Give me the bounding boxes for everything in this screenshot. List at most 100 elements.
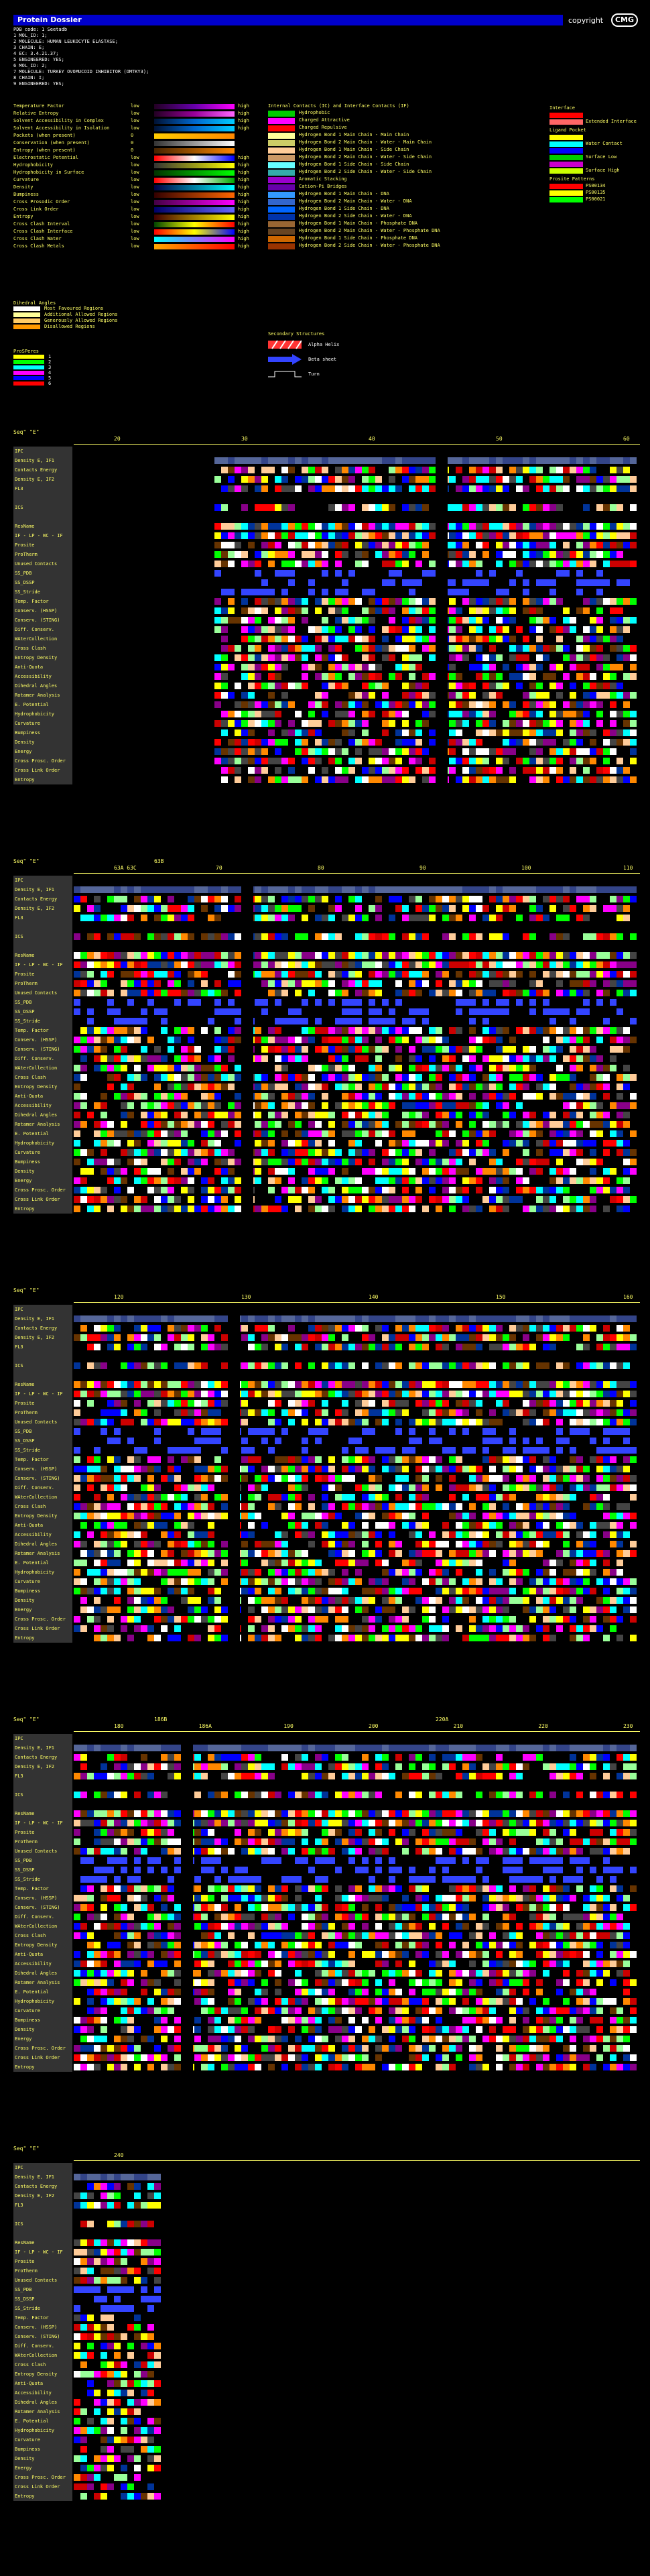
residue-cell[interactable] xyxy=(315,1055,322,1062)
residue-cell[interactable] xyxy=(536,1046,543,1053)
residue-cell[interactable] xyxy=(503,607,509,614)
residue-cell[interactable] xyxy=(181,1102,188,1109)
residue-cell[interactable] xyxy=(302,673,308,680)
residue-cell[interactable] xyxy=(281,589,288,595)
residue-cell[interactable] xyxy=(261,1055,268,1062)
residue-cell[interactable] xyxy=(436,905,442,912)
residue-cell[interactable] xyxy=(476,514,482,520)
residue-cell[interactable] xyxy=(288,504,295,511)
residue-cell[interactable] xyxy=(456,467,462,473)
residue-cell[interactable] xyxy=(295,532,302,539)
residue-cell[interactable] xyxy=(429,504,436,511)
residue-cell[interactable] xyxy=(449,514,456,520)
residue-cell[interactable] xyxy=(523,905,529,912)
residue-cell[interactable] xyxy=(549,589,556,595)
residue-cell[interactable] xyxy=(248,570,255,577)
residue-cell[interactable] xyxy=(114,999,121,1006)
residue-cell[interactable] xyxy=(469,683,476,689)
residue-cell[interactable] xyxy=(355,1065,362,1071)
residue-cell[interactable] xyxy=(201,1027,208,1034)
residue-cell[interactable] xyxy=(543,711,549,717)
residue-cell[interactable] xyxy=(174,1084,181,1090)
residue-cell[interactable] xyxy=(74,1065,80,1071)
residue-cell[interactable] xyxy=(161,980,168,987)
residue-cell[interactable] xyxy=(255,943,261,949)
residue-cell[interactable] xyxy=(509,990,516,996)
residue-cell[interactable] xyxy=(610,1074,616,1081)
residue-cell[interactable] xyxy=(590,924,596,931)
residue-cell[interactable] xyxy=(563,961,570,968)
residue-cell[interactable] xyxy=(141,1055,147,1062)
residue-cell[interactable] xyxy=(436,1084,442,1090)
residue-cell[interactable] xyxy=(523,924,529,931)
residue-cell[interactable] xyxy=(228,495,235,502)
residue-cell[interactable] xyxy=(188,1121,194,1128)
residue-cell[interactable] xyxy=(469,971,476,978)
residue-cell[interactable] xyxy=(630,729,637,736)
residue-cell[interactable] xyxy=(288,1055,295,1062)
residue-cell[interactable] xyxy=(328,589,335,595)
residue-cell[interactable] xyxy=(449,758,456,764)
residue-cell[interactable] xyxy=(322,1074,328,1081)
residue-cell[interactable] xyxy=(415,990,422,996)
residue-cell[interactable] xyxy=(288,598,295,605)
residue-cell[interactable] xyxy=(509,598,516,605)
residue-cell[interactable] xyxy=(469,711,476,717)
residue-cell[interactable] xyxy=(121,1074,127,1081)
residue-cell[interactable] xyxy=(268,767,275,774)
residue-cell[interactable] xyxy=(603,467,610,473)
residue-cell[interactable] xyxy=(429,1121,436,1128)
residue-cell[interactable] xyxy=(342,739,348,746)
residue-cell[interactable] xyxy=(590,961,596,968)
residue-cell[interactable] xyxy=(308,999,315,1006)
residue-cell[interactable] xyxy=(503,579,509,586)
residue-cell[interactable] xyxy=(523,448,529,455)
residue-cell[interactable] xyxy=(281,915,288,921)
residue-cell[interactable] xyxy=(161,961,168,968)
residue-cell[interactable] xyxy=(462,654,469,661)
residue-cell[interactable] xyxy=(355,758,362,764)
residue-cell[interactable] xyxy=(248,683,255,689)
residue-cell[interactable] xyxy=(369,1093,375,1100)
residue-cell[interactable] xyxy=(422,915,429,921)
residue-cell[interactable] xyxy=(503,683,509,689)
residue-cell[interactable] xyxy=(235,961,241,968)
residue-cell[interactable] xyxy=(476,607,482,614)
residue-cell[interactable] xyxy=(422,617,429,624)
residue-cell[interactable] xyxy=(449,607,456,614)
residue-cell[interactable] xyxy=(268,448,275,455)
residue-cell[interactable] xyxy=(402,683,409,689)
residue-cell[interactable] xyxy=(268,1046,275,1053)
residue-cell[interactable] xyxy=(422,636,429,642)
residue-cell[interactable] xyxy=(395,467,402,473)
residue-cell[interactable] xyxy=(228,758,235,764)
residue-cell[interactable] xyxy=(221,776,228,783)
residue-cell[interactable] xyxy=(576,776,583,783)
residue-cell[interactable] xyxy=(369,504,375,511)
residue-cell[interactable] xyxy=(476,1084,482,1090)
residue-cell[interactable] xyxy=(101,886,107,893)
residue-cell[interactable] xyxy=(529,457,536,464)
residue-cell[interactable] xyxy=(288,1037,295,1043)
residue-cell[interactable] xyxy=(590,943,596,949)
residue-cell[interactable] xyxy=(335,626,342,633)
residue-cell[interactable] xyxy=(536,776,543,783)
residue-cell[interactable] xyxy=(462,933,469,940)
residue-cell[interactable] xyxy=(315,673,322,680)
residue-cell[interactable] xyxy=(509,1112,516,1118)
residue-cell[interactable] xyxy=(603,720,610,727)
residue-cell[interactable] xyxy=(308,748,315,755)
residue-cell[interactable] xyxy=(302,1018,308,1024)
residue-cell[interactable] xyxy=(556,961,563,968)
residue-cell[interactable] xyxy=(389,952,395,959)
residue-cell[interactable] xyxy=(288,748,295,755)
residue-cell[interactable] xyxy=(596,924,603,931)
residue-cell[interactable] xyxy=(543,877,549,884)
residue-cell[interactable] xyxy=(308,495,315,502)
residue-cell[interactable] xyxy=(556,514,563,520)
residue-cell[interactable] xyxy=(375,561,382,567)
residue-cell[interactable] xyxy=(127,961,134,968)
residue-cell[interactable] xyxy=(449,886,456,893)
residue-cell[interactable] xyxy=(335,1027,342,1034)
residue-cell[interactable] xyxy=(523,896,529,902)
